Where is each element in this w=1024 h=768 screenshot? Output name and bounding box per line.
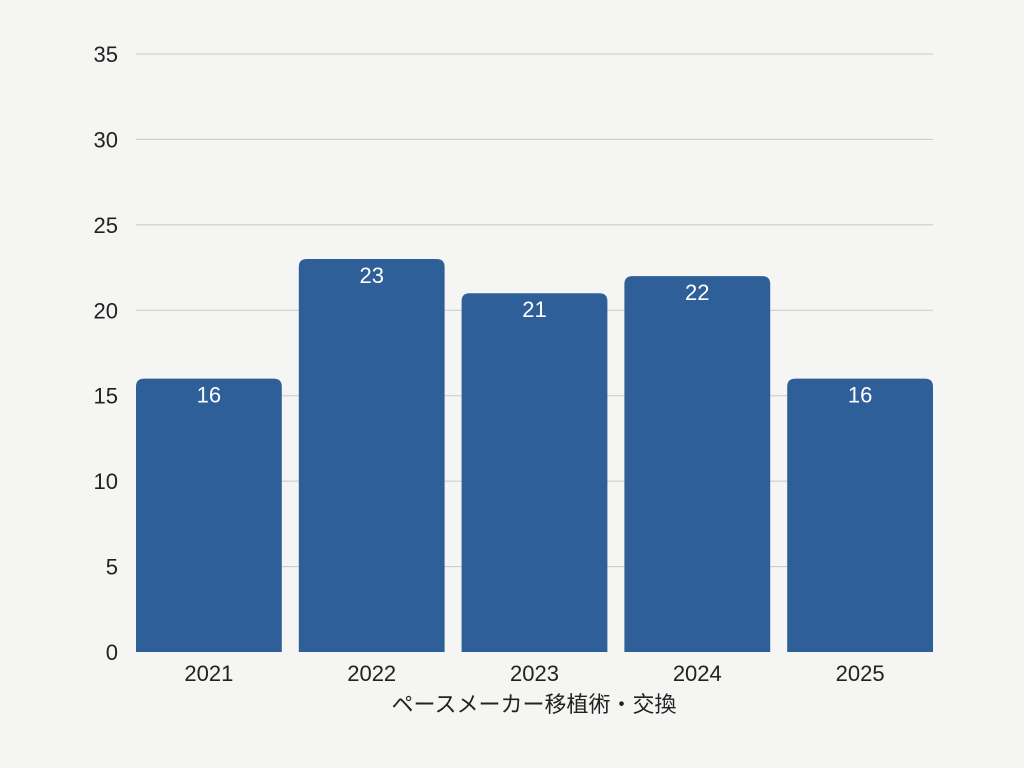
bar-2023 — [461, 293, 608, 652]
data-label-2021: 16 — [197, 383, 221, 408]
x-tick-label: 2023 — [510, 661, 559, 686]
bar-2025 — [787, 378, 933, 652]
y-tick-label: 10 — [94, 469, 118, 494]
y-tick-label: 5 — [106, 555, 118, 580]
data-label-2025: 16 — [848, 383, 872, 408]
x-tick-label: 2024 — [673, 661, 722, 686]
x-tick-label: 2025 — [836, 661, 885, 686]
data-label-2022: 23 — [359, 263, 383, 288]
x-tick-label: 2021 — [184, 661, 233, 686]
labels-layer: 0510152025303516202123202221202322202416… — [94, 42, 885, 686]
bar-2024 — [624, 276, 771, 652]
data-label-2024: 22 — [685, 280, 709, 305]
x-axis-title: ペースメーカー移植術・交換 — [392, 693, 677, 718]
y-tick-label: 20 — [94, 298, 118, 323]
bars-layer — [136, 259, 933, 652]
data-label-2023: 21 — [522, 297, 546, 322]
y-tick-label: 25 — [94, 213, 118, 238]
bar-2022 — [298, 259, 445, 652]
y-tick-label: 35 — [94, 42, 118, 67]
y-tick-label: 15 — [94, 384, 118, 409]
bar-2021 — [136, 378, 282, 652]
x-tick-label: 2022 — [347, 661, 396, 686]
y-tick-label: 30 — [94, 127, 118, 152]
y-tick-label: 0 — [106, 640, 118, 665]
